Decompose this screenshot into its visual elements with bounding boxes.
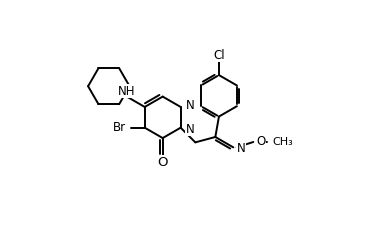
Text: N: N — [186, 99, 194, 112]
Text: CH₃: CH₃ — [272, 137, 293, 147]
Text: Br: Br — [113, 121, 126, 134]
Text: N: N — [237, 142, 245, 155]
Text: NH: NH — [118, 85, 135, 98]
Text: Cl: Cl — [213, 49, 225, 62]
Text: N: N — [186, 123, 194, 136]
Text: O: O — [256, 135, 265, 148]
Text: O: O — [158, 156, 168, 169]
